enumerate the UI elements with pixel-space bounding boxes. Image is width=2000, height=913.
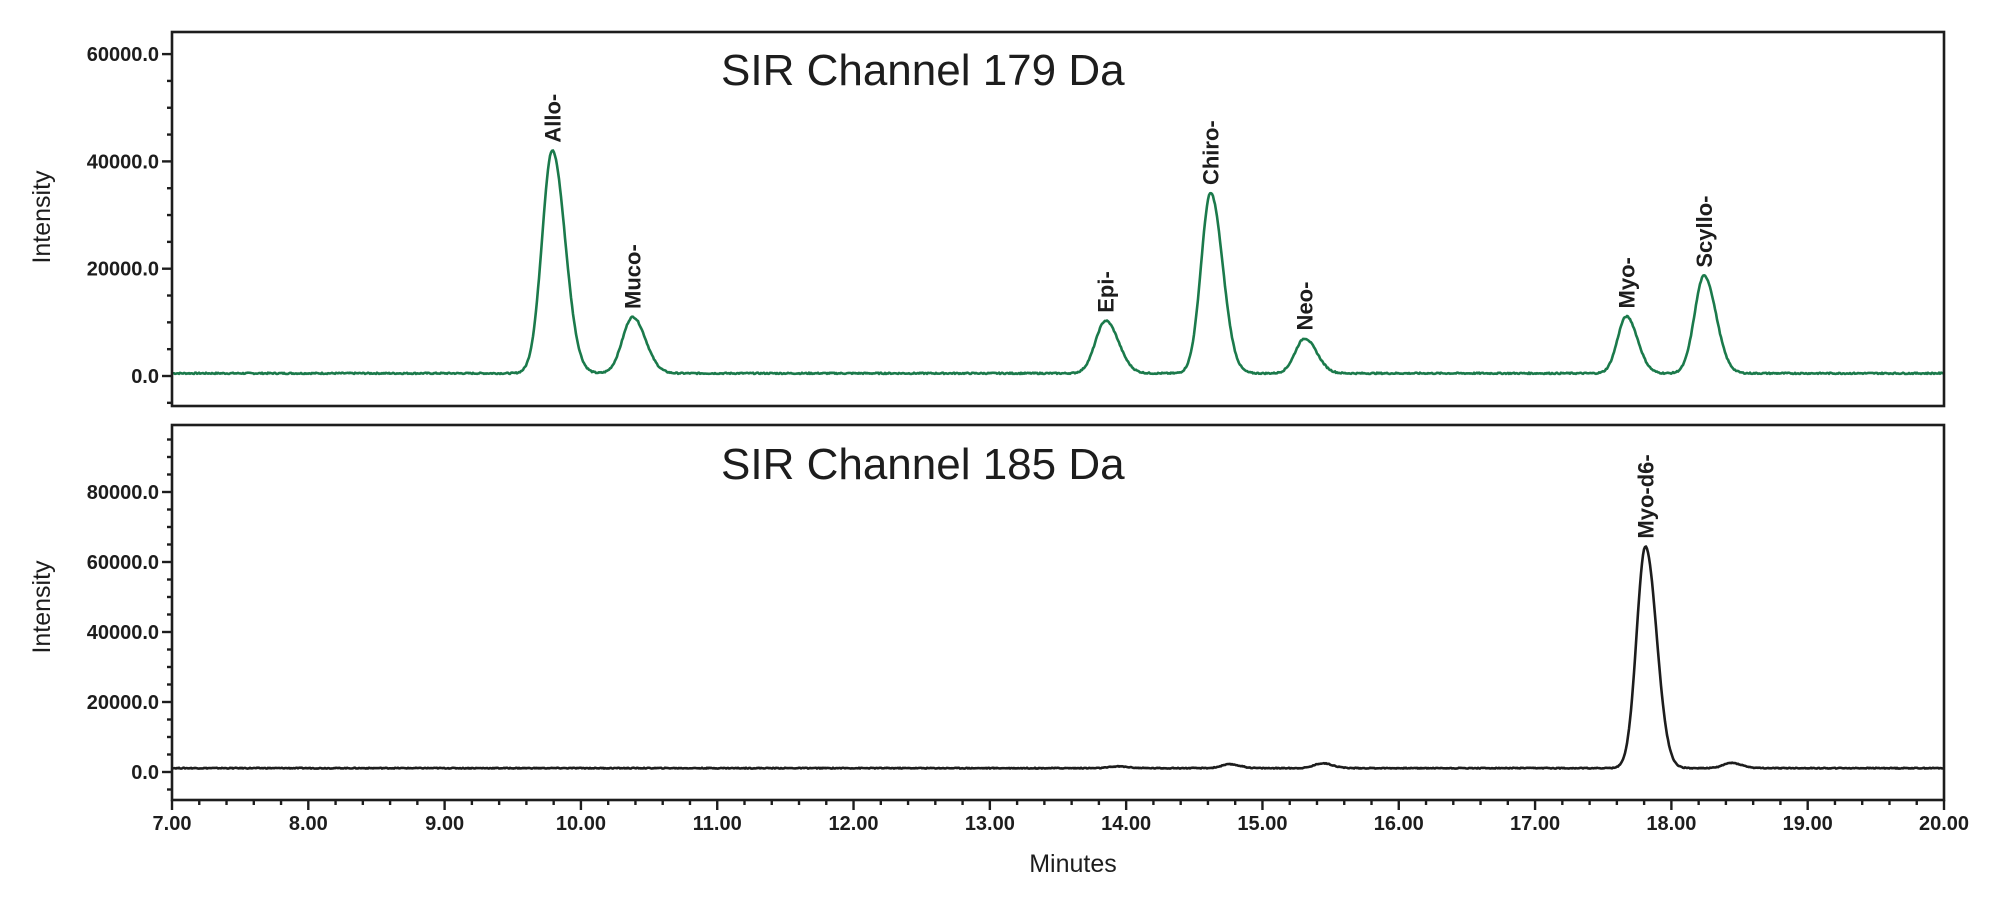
plot-frame — [170, 423, 1946, 802]
y-tick-label: 0.0 — [131, 366, 159, 388]
y-tick-label: 0.0 — [131, 762, 159, 784]
y-axis-title: Intensity — [28, 170, 56, 264]
peak-label: Neo- — [1293, 282, 1318, 331]
y-axis: 0.0 20000.0 40000.0 60000.0 80000.0 — [87, 438, 172, 791]
chromatogram-trace — [172, 545, 1944, 770]
x-tick-label: 14.00 — [1101, 813, 1151, 835]
x-tick-label: 15.00 — [1237, 813, 1287, 835]
y-tick-label: 20000.0 — [87, 692, 159, 714]
x-tick-label: 13.00 — [965, 813, 1015, 835]
x-tick-label: 9.00 — [425, 813, 464, 835]
x-axis: 7.00 8.00 9.00 10.00 11.00 12.00 13.00 14.00 15.… — [153, 800, 1969, 835]
x-tick-label: 12.00 — [829, 813, 879, 835]
x-axis-title: Minutes — [1029, 850, 1117, 878]
y-tick-label: 40000.0 — [87, 151, 159, 173]
x-tick-label: 10.00 — [556, 813, 606, 835]
x-tick-label: 19.00 — [1783, 813, 1833, 835]
plot-frame — [170, 30, 1946, 408]
x-tick-label: 18.00 — [1646, 813, 1696, 835]
panel-sir-179: SIR Channel 179 Da Intensity 0.0 20000.0 4… — [28, 30, 1946, 408]
y-tick-label: 20000.0 — [87, 259, 159, 281]
y-axis: 0.0 20000.0 40000.0 60000.0 — [87, 44, 172, 405]
peak-label: Myo-d6- — [1633, 454, 1658, 538]
panel-title: SIR Channel 185 Da — [721, 440, 1125, 489]
peak-label: Chiro- — [1199, 120, 1224, 185]
x-tick-label: 8.00 — [289, 813, 328, 835]
panel-title: SIR Channel 179 Da — [721, 46, 1125, 95]
x-tick-label: 7.00 — [153, 813, 192, 835]
peak-label: Scyllo- — [1692, 196, 1717, 268]
y-axis-title: Intensity — [28, 560, 56, 654]
peak-label: Myo- — [1614, 257, 1639, 308]
peak-labels: Allo- Muco- Epi- Chiro- Neo- Myo- Scyllo- — [540, 94, 1717, 331]
peak-label: Epi- — [1094, 271, 1119, 313]
y-tick-label: 60000.0 — [87, 44, 159, 66]
x-tick-label: 20.00 — [1919, 813, 1969, 835]
panel-sir-185: SIR Channel 185 Da Intensity 0.0 20000.0 4… — [28, 423, 1969, 835]
peak-labels: Myo-d6- — [1633, 454, 1658, 538]
x-tick-label: 16.00 — [1374, 813, 1424, 835]
chromatogram-trace — [172, 149, 1944, 376]
y-tick-label: 40000.0 — [87, 622, 159, 644]
peak-label: Allo- — [540, 94, 565, 143]
y-tick-label: 60000.0 — [87, 552, 159, 574]
x-tick-label: 11.00 — [693, 813, 742, 835]
y-tick-label: 80000.0 — [87, 482, 159, 504]
peak-label: Muco- — [621, 244, 646, 309]
x-tick-label: 17.00 — [1510, 813, 1560, 835]
